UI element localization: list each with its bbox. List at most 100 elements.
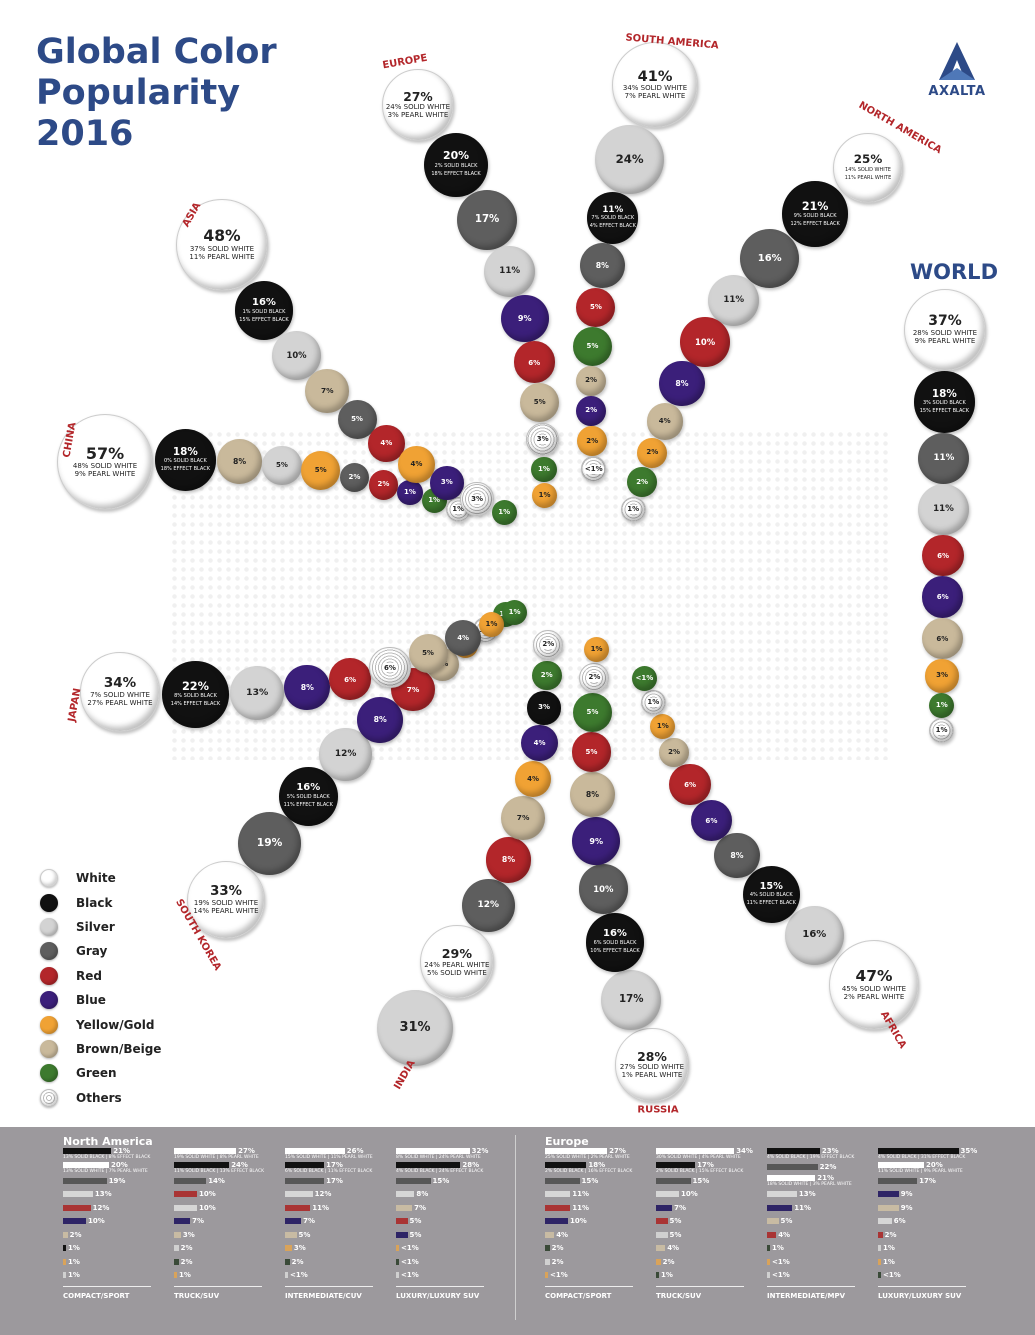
bar-row: <1% [878, 1269, 983, 1283]
color-bubble-yellow-gold: 2% [577, 426, 608, 457]
bar-row: 2% [656, 1255, 761, 1269]
legend-item: Red [40, 964, 161, 988]
color-bubble-blue: 8% [357, 696, 404, 743]
bubble-note: 11% EFFECT BLACK [283, 802, 333, 809]
color-bubble-black: 11% 7% SOLID BLACK 4% EFFECT BLACK [587, 192, 639, 244]
bar-value: 19% [108, 1176, 126, 1185]
bar-row: 10% [656, 1188, 761, 1202]
bar-value: 21% [817, 1174, 835, 1183]
bar-yellow-gold [545, 1272, 548, 1279]
bar-gray [545, 1177, 580, 1184]
bar-row: 1% [878, 1255, 983, 1269]
bubble-note: 18% EFFECT BLACK [160, 466, 211, 473]
bar-blue [174, 1218, 191, 1225]
bar-note: 6% SOLID BLACK | 11% EFFECT BLACK [285, 1168, 373, 1174]
bubble-value: 6% [937, 551, 950, 561]
color-bubble-red: 10% [680, 317, 730, 367]
bar-row: 3% [285, 1242, 390, 1256]
bar-value: 9% [900, 1203, 913, 1212]
bar-note: 30% SOLID WHITE | 4% PEARL WHITE [656, 1155, 741, 1161]
bubble-note: 4% SOLID BLACK [749, 892, 793, 899]
bubble-value: 18% [172, 445, 198, 458]
bar-row: 20% 13% SOLID WHITE | 7% PEARL WHITE [63, 1161, 168, 1175]
bubble-value: 11% [602, 204, 624, 215]
bar-value: 23% [821, 1147, 839, 1156]
color-bubble-yellow-gold: 4% [514, 760, 552, 798]
bar-row: 5% [285, 1228, 390, 1242]
color-bubble-silver: 12% [319, 728, 372, 782]
bubble-value: 19% [256, 836, 283, 850]
bubble-value: 8% [585, 789, 599, 799]
bar-white [767, 1175, 816, 1182]
bar-row: 2% [878, 1228, 983, 1242]
bubble-note: 28% SOLID WHITE [912, 328, 978, 337]
bar-row: 34% 30% SOLID WHITE | 4% PEARL WHITE [656, 1147, 761, 1161]
bar-brown-beige [878, 1204, 899, 1211]
bar-value: 9% [900, 1190, 913, 1199]
legend-label: Silver [76, 919, 115, 934]
bar-red [656, 1218, 668, 1225]
bar-value: 2% [551, 1244, 564, 1253]
bubble-value: 6% [936, 633, 949, 643]
color-bubble-black: 20% 2% SOLID BLACK 18% EFFECT BLACK [424, 132, 489, 197]
bubble-value: 4% [533, 738, 546, 747]
bubble-value: 22% [181, 679, 209, 693]
bubble-value: 25% [853, 152, 883, 167]
bar-value: 1% [883, 1257, 895, 1266]
bar-value: 1% [661, 1271, 673, 1280]
color-bubble-brown-beige: 4% [646, 403, 683, 440]
bar-note: 13% SOLID BLACK | 8% EFFECT BLACK [63, 1155, 151, 1161]
bar-value: 35% [960, 1147, 978, 1156]
bubble-value: 12% [334, 749, 357, 760]
legend-swatch [40, 1039, 58, 1058]
bar-value: 7% [414, 1203, 426, 1212]
bar-row: 11% [545, 1188, 650, 1202]
bubble-value: 8% [730, 850, 744, 860]
color-bubble-blue: 3% [430, 466, 464, 500]
bar-green [285, 1258, 290, 1265]
bar-red [285, 1204, 311, 1211]
bubble-value: 11% [933, 503, 954, 514]
color-bubble-green: 2% [627, 467, 658, 497]
bar-row: <1% [396, 1269, 501, 1283]
legend-item: White [40, 866, 161, 890]
bar-value: 5% [669, 1217, 682, 1226]
bar-value: 2% [180, 1244, 193, 1253]
bubble-value: 34% [103, 675, 137, 692]
bar-value: 10% [199, 1203, 216, 1212]
bubble-value: 7% [320, 386, 334, 396]
bubble-note: 11% EFFECT BLACK [746, 900, 796, 907]
bar-silver [656, 1191, 679, 1198]
bar-value: 24% [231, 1160, 248, 1169]
color-bubble-white: 27% 24% SOLID WHITE 3% PEARL WHITE [381, 68, 455, 142]
bubble-value: 5% [276, 460, 288, 469]
color-bubble-others: 3% [460, 482, 494, 516]
bubble-value: 16% [603, 928, 627, 940]
bar-row: 23% 4% SOLID BLACK | 19% EFFECT BLACK [767, 1147, 872, 1161]
bar-value: 17% [326, 1160, 343, 1169]
bubble-value: 1% [498, 508, 511, 517]
bubble-value: 4% [658, 416, 671, 425]
bubble-note: 14% EFFECT BLACK [170, 701, 221, 708]
legend-swatch [40, 966, 58, 985]
bubble-value: 12% [477, 899, 500, 910]
color-bubble-others: <1% [581, 456, 607, 482]
color-bubble-black: 16% 6% SOLID BLACK 10% EFFECT BLACK [585, 912, 645, 972]
color-bubble-white: 28% 27% SOLID WHITE 1% PEARL WHITE [615, 1028, 689, 1102]
bubble-note: 11% PEARL WHITE [844, 174, 892, 181]
bar-blue [767, 1204, 793, 1211]
bubble-value: 18% [931, 387, 957, 400]
color-bubble-blue: 4% [521, 724, 558, 762]
bubble-value: 1% [404, 488, 416, 497]
bar-row: 17% [285, 1174, 390, 1188]
bar-value: 27% [238, 1147, 255, 1156]
bar-black [285, 1161, 325, 1168]
bar-silver [767, 1191, 797, 1198]
color-bubble-green: 1% [531, 457, 557, 483]
bar-row: 10% [63, 1215, 168, 1229]
bar-row: 13% [63, 1188, 168, 1202]
page-title: Global Color Popularity 2016 [36, 32, 277, 154]
bar-row: 9% [878, 1201, 983, 1215]
bar-value: 10% [681, 1190, 698, 1199]
region-label: RUSSIA [637, 1104, 679, 1116]
